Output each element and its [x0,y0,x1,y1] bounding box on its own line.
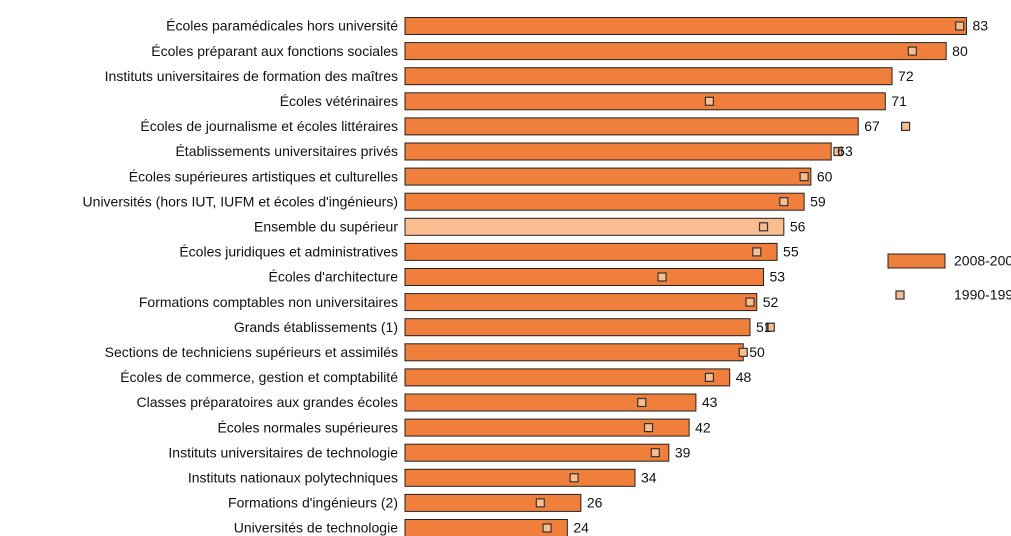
marker [779,197,789,207]
value-label: 71 [891,93,907,109]
marker [542,523,552,533]
bar [404,142,832,161]
value-label: 53 [770,269,786,285]
bar [404,293,758,312]
bar [404,117,859,136]
value-label: 26 [587,495,603,511]
value-label: 67 [864,118,880,134]
category-label: Établissements universitaires privés [175,143,398,159]
marker [745,297,755,307]
category-label: Ensemble du supérieur [254,219,398,235]
category-label: Formations d'ingénieurs (2) [228,495,398,511]
marker [704,96,715,106]
category-label: Écoles vétérinaires [280,93,398,109]
value-label: 63 [837,143,853,159]
value-label: 83 [972,18,988,34]
category-label: Écoles normales supérieures [217,419,398,435]
value-label: 42 [695,419,711,435]
bar [404,192,805,211]
marker [752,247,762,257]
bar [404,17,967,35]
bar [404,318,751,337]
marker [758,222,769,232]
value-label: 80 [952,43,968,59]
category-label: Écoles de journalisme et écoles littérai… [140,118,398,134]
bar [404,343,744,362]
category-label: Écoles juridiques et administratives [179,244,398,260]
category-label: Instituts universitaires de formation de… [105,68,398,84]
bar [404,443,670,462]
category-label: Écoles supérieures artistiques et cultur… [129,168,398,184]
value-label: 52 [763,294,779,310]
bar [404,393,697,412]
marker [569,473,579,483]
value-label: 34 [641,470,657,486]
marker [535,498,545,508]
category-label: Instituts universitaires de technologie [168,444,398,460]
bar [404,67,893,86]
category-label: Grands établissements (1) [234,319,398,335]
bar [404,217,785,236]
value-label: 51 [756,319,772,335]
bar [404,493,582,512]
category-label: Instituts nationaux polytechniques [188,470,398,486]
bar [404,242,778,261]
legend-label: 1990-1991 [954,287,1011,303]
category-label: Sections de techniciens supérieurs et as… [105,344,398,360]
legend-swatch [887,253,946,269]
marker [643,423,654,433]
marker [907,46,917,56]
category-label: Écoles d'architecture [268,269,398,285]
marker [650,448,660,458]
bar [404,418,690,437]
value-label: 50 [749,344,765,360]
bar [404,468,636,487]
value-label: 55 [783,244,799,260]
marker [657,272,667,282]
bar [404,268,765,286]
category-label: Formations comptables non universitaires [139,294,398,310]
marker [738,347,748,357]
legend-swatch [895,290,905,300]
bar [404,167,812,186]
bar [404,92,886,111]
marker [955,21,965,31]
value-label: 39 [675,444,691,460]
value-label: 60 [817,168,833,184]
value-label: 43 [702,394,718,410]
value-label: 48 [736,369,752,385]
marker [765,322,775,332]
category-label: Classes préparatoires aux grandes écoles [137,394,398,410]
marker [833,146,843,157]
legend-label: 2008-2009 [954,253,1011,269]
marker [704,372,715,382]
bar [404,519,568,536]
bar [404,42,947,61]
marker [799,172,809,182]
category-label: Universités de technologie [234,520,398,536]
category-label: Écoles paramédicales hors université [166,18,398,34]
category-label: Universités (hors IUT, IUFM et écoles d'… [83,193,398,209]
marker [637,397,647,408]
value-label: 24 [573,520,589,536]
value-label: 56 [790,219,806,235]
category-label: Écoles de commerce, gestion et comptabil… [120,369,398,385]
marker [900,121,911,132]
category-label: Écoles préparant aux fonctions sociales [151,43,398,59]
bar [404,368,731,387]
value-label: 59 [810,193,826,209]
value-label: 72 [898,68,914,84]
